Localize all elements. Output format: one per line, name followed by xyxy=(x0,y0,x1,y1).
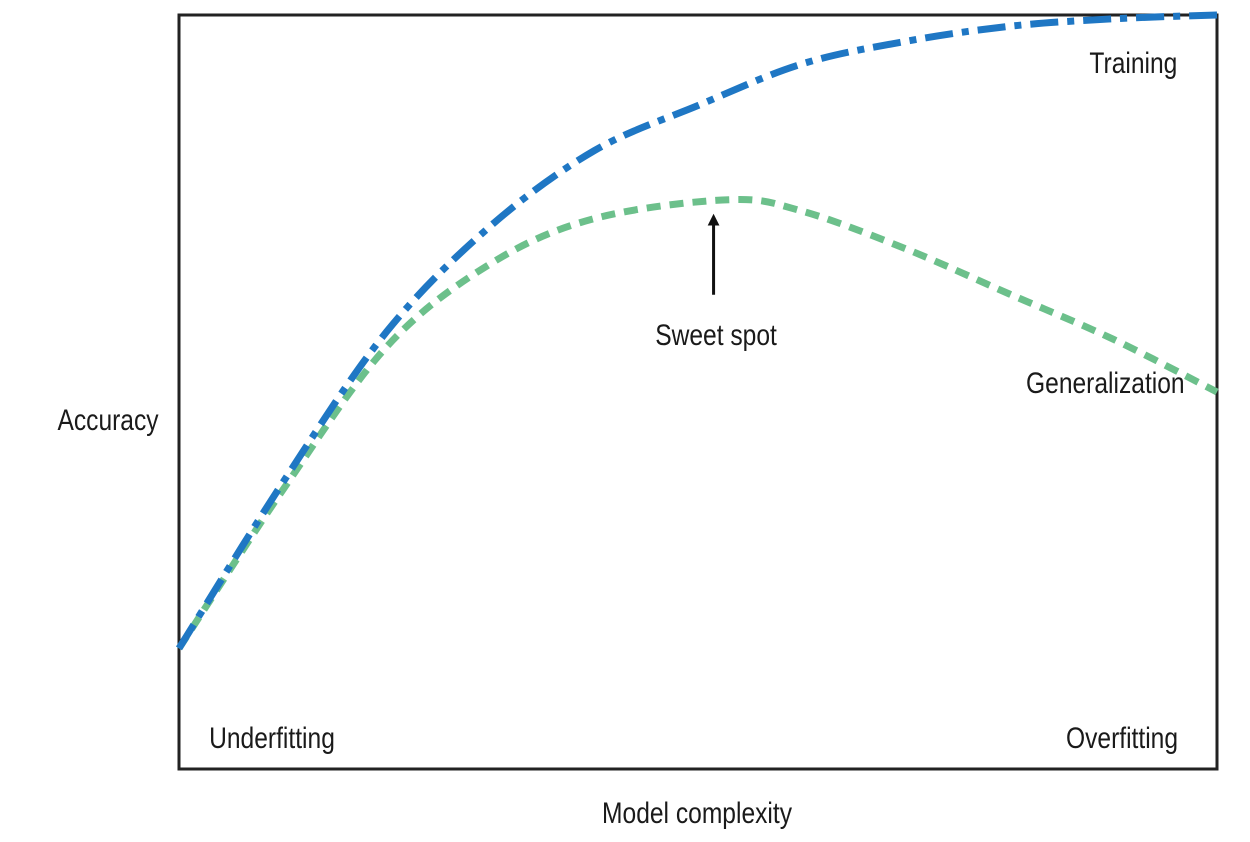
annotation-sweet-spot: Sweet spot xyxy=(655,318,777,352)
y-axis-label: Accuracy xyxy=(57,403,158,437)
annotation-underfitting: Underfitting xyxy=(209,721,335,755)
series-line-generalization xyxy=(176,196,1219,651)
series-label-training: Training xyxy=(1089,46,1177,80)
series-layer xyxy=(176,11,1219,651)
series-line-training xyxy=(176,11,1218,651)
annotation-overfitting: Overfitting xyxy=(1066,721,1178,755)
series-label-generalization: Generalization xyxy=(1026,366,1185,400)
x-axis-label: Model complexity xyxy=(602,796,792,830)
